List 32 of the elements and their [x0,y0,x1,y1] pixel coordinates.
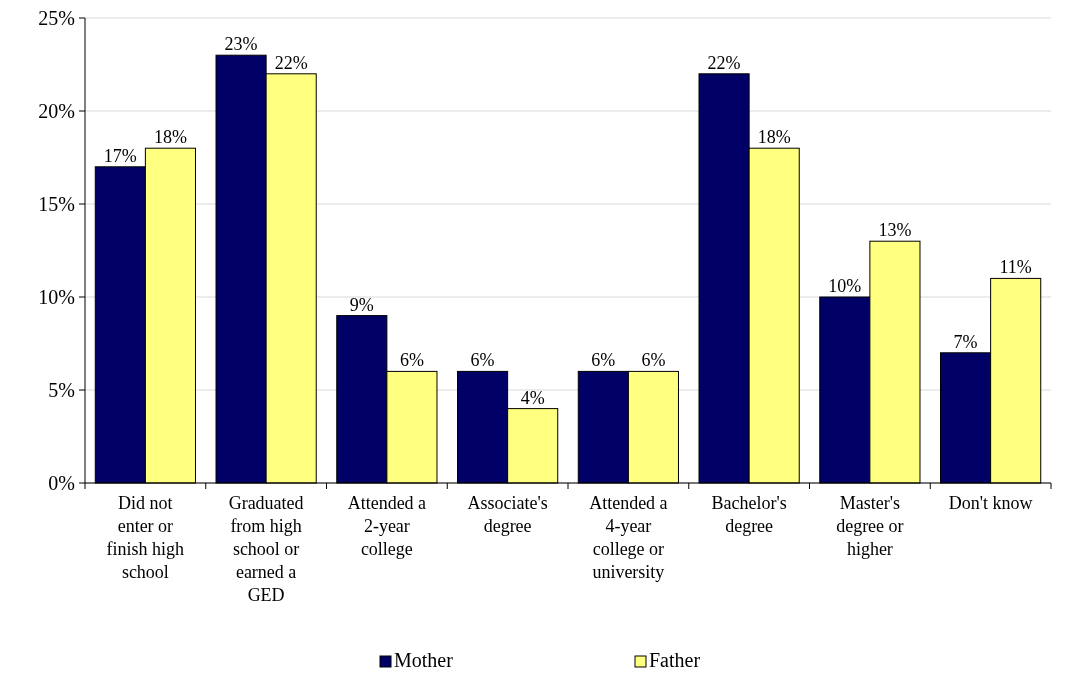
x-tick-label: Bachelor's degree [711,493,787,536]
x-tick-label: Did not enter or finish high school [106,493,185,582]
y-tick-label: 15% [38,193,75,215]
y-tick-label: 10% [38,286,75,308]
y-tick-label: 0% [48,472,75,494]
x-tick-label: Master's degree or higher [836,493,904,559]
legend-label: Father [649,649,701,671]
data-label: 10% [828,276,862,296]
data-label: 9% [349,294,374,315]
y-tick-label: 25% [38,7,75,29]
legend-label: Mother [394,649,454,671]
data-label: 18% [757,127,791,148]
data-label: 22% [274,52,308,73]
data-label: 6% [470,350,495,371]
data-label: 22% [707,52,741,73]
data-label: 6% [641,350,666,371]
x-tick-label: Attended a 2-year college [347,493,427,559]
data-label: 7% [953,331,978,352]
y-tick-label: 5% [48,379,75,401]
data-label: 6% [399,350,424,371]
data-label: 6% [591,350,616,371]
data-label: 23% [224,34,258,55]
data-label: 4% [520,387,545,408]
data-label: 13% [878,220,912,241]
data-label: 11% [999,257,1032,278]
x-tick-label: Associate's degree [467,493,548,536]
data-label: 17% [103,145,137,166]
y-tick-label: 20% [38,100,75,122]
x-tick-label: Attended a 4-year college or university [589,493,668,582]
x-tick-label: Graduated from high school or earned a GED [228,493,304,605]
data-label: 18% [153,127,187,148]
x-tick-label: Don't know [948,493,1033,513]
